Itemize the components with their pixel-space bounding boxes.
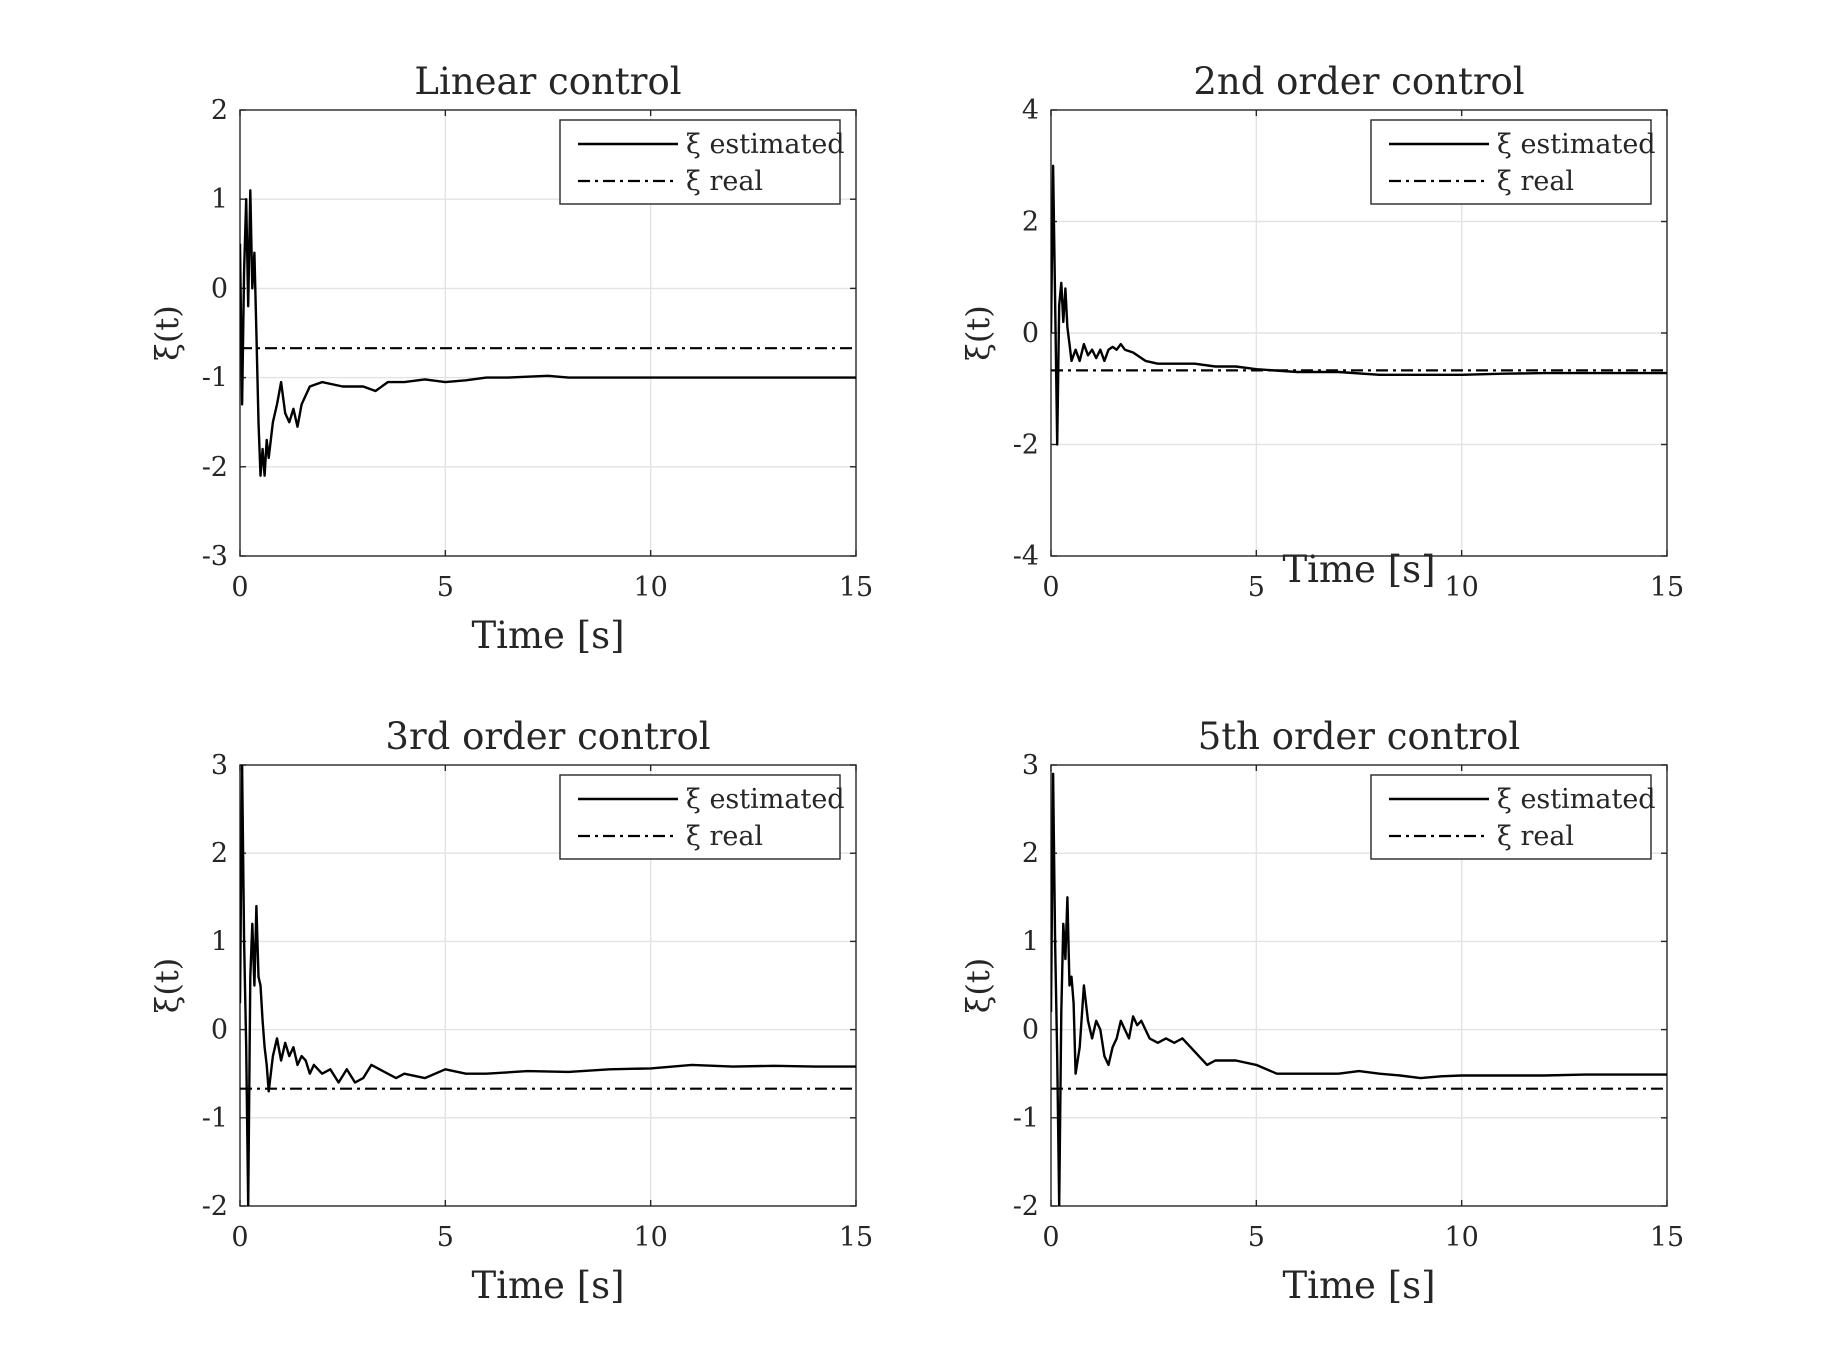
y-tick-label: -2 — [1013, 1191, 1039, 1222]
y-tick-label: 1 — [211, 926, 228, 957]
x-axis-label: Time [s] — [1282, 1264, 1435, 1307]
y-tick-label: -1 — [202, 1103, 228, 1134]
legend-label: ξ real — [686, 821, 763, 852]
y-tick-label: -4 — [1013, 541, 1039, 572]
y-axis-label: ξ(t) — [148, 958, 186, 1013]
chart-panel-4: 0 5 10 15 -2 -1 0 1 2 3 5th order control Time [s] ξ… — [959, 715, 1684, 1307]
x-tick-label: 10 — [633, 572, 667, 603]
legend-label: ξ estimated — [1497, 129, 1656, 160]
x-tick-label: 0 — [1042, 572, 1059, 603]
chart-title: 5th order control — [1198, 715, 1521, 758]
x-tick-label: 5 — [1248, 572, 1265, 603]
y-tick-label: 1 — [211, 184, 228, 215]
x-tick-label: 0 — [231, 572, 248, 603]
y-axis-label: ξ(t) — [959, 958, 997, 1013]
legend-label: ξ real — [686, 166, 763, 197]
x-tick-label: 10 — [1444, 1222, 1478, 1253]
y-tick-label: 0 — [211, 273, 228, 304]
y-tick-label: -3 — [202, 541, 228, 572]
legend-label: ξ real — [1497, 166, 1574, 197]
y-tick-label: 2 — [211, 95, 228, 126]
legend: ξ estimated ξ real — [1370, 119, 1656, 205]
x-tick-label: 0 — [231, 1222, 248, 1253]
y-tick-label: 1 — [1022, 926, 1039, 957]
chart-title: 3rd order control — [385, 715, 710, 758]
x-tick-label: 10 — [1444, 572, 1478, 603]
legend-label: ξ estimated — [1497, 784, 1656, 815]
y-tick-label: -1 — [1013, 1103, 1039, 1134]
y-tick-label: 0 — [211, 1015, 228, 1046]
x-tick-label: 15 — [839, 572, 873, 603]
x-tick-label: 15 — [1650, 572, 1684, 603]
y-tick-label: 4 — [1022, 95, 1039, 126]
legend-box — [559, 119, 841, 205]
chart-panel-3: 0 5 10 15 -2 -1 0 1 2 3 3rd order control Time [s] ξ… — [148, 715, 873, 1307]
y-tick-label: 2 — [1022, 838, 1039, 869]
legend-label: ξ estimated — [686, 784, 845, 815]
y-tick-label: 0 — [1022, 1015, 1039, 1046]
legend: ξ estimated ξ real — [559, 119, 845, 205]
legend-box — [559, 774, 841, 860]
chart-title: Linear control — [414, 60, 681, 103]
legend: ξ estimated ξ real — [1370, 774, 1656, 860]
legend-label: ξ real — [1497, 821, 1574, 852]
y-axis-label: ξ(t) — [148, 305, 186, 360]
y-tick-label: 2 — [211, 838, 228, 869]
y-tick-label: -2 — [202, 452, 228, 483]
y-tick-label: -2 — [1013, 430, 1039, 461]
x-axis-label: Time [s] — [471, 614, 624, 657]
x-tick-label: 15 — [839, 1222, 873, 1253]
legend: ξ estimated ξ real — [559, 774, 845, 860]
chart-panel-1: 0 5 10 15 -3 -2 -1 0 1 2 Linear control Time [s] ξ(t… — [148, 60, 873, 657]
x-axis-label: Time [s] — [471, 1264, 624, 1307]
y-tick-label: -1 — [202, 363, 228, 394]
chart-panel-2: 0 5 10 15 -4 -2 0 2 4 2nd order control Time [s] ξ(… — [959, 60, 1684, 603]
legend-box — [1370, 774, 1652, 860]
legend-label: ξ estimated — [686, 129, 845, 160]
series-line-estimated — [1051, 164, 1667, 446]
series-line-estimated — [1051, 772, 1667, 1206]
legend-box — [1370, 119, 1652, 205]
y-tick-label: 2 — [1022, 207, 1039, 238]
x-tick-label: 5 — [437, 1222, 454, 1253]
y-tick-label: 0 — [1022, 318, 1039, 349]
y-tick-label: -2 — [202, 1191, 228, 1222]
y-tick-label: 3 — [211, 750, 228, 781]
chart-title: 2nd order control — [1193, 60, 1524, 103]
series-line-estimated — [240, 189, 856, 477]
y-tick-label: 3 — [1022, 750, 1039, 781]
series-line-estimated — [240, 765, 856, 1206]
x-tick-label: 10 — [633, 1222, 667, 1253]
x-tick-label: 5 — [437, 572, 454, 603]
x-tick-label: 15 — [1650, 1222, 1684, 1253]
x-tick-label: 5 — [1248, 1222, 1265, 1253]
x-tick-label: 0 — [1042, 1222, 1059, 1253]
x-axis-label: Time [s] — [1282, 548, 1435, 591]
y-axis-label: ξ(t) — [959, 305, 997, 360]
